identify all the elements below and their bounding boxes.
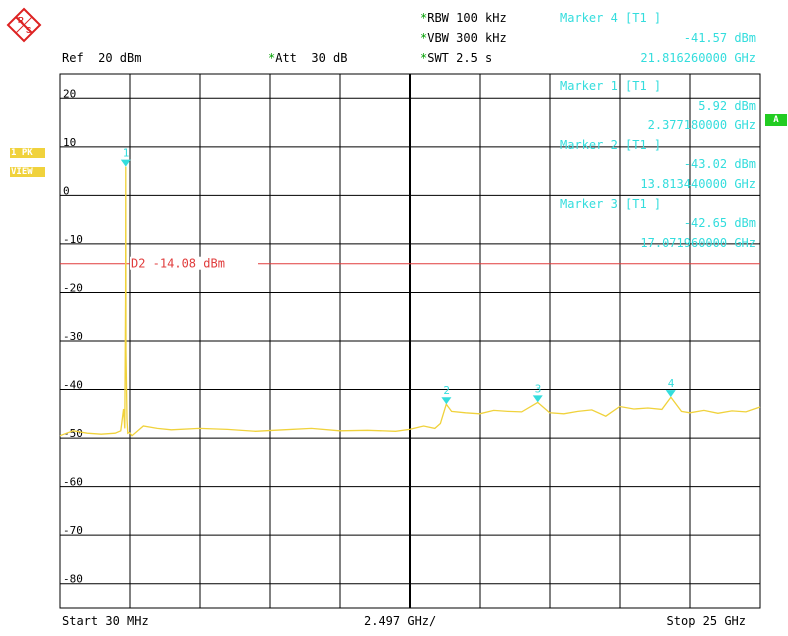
swt-text: SWT 2.5 s <box>427 51 493 65</box>
y-tick-label: 10 <box>63 136 76 149</box>
span-per-division: 2.497 GHz/ <box>364 614 437 628</box>
y-tick-label: -80 <box>63 573 83 586</box>
y-tick-label: 20 <box>63 87 76 100</box>
y-axis: 20 10 0 -10 -20 -30 -40 -50 -60 -70 -80 <box>63 87 83 585</box>
trace-a-badge: A <box>765 114 787 126</box>
marker-2-label: 2 <box>443 384 450 397</box>
trace-view-label: VIEW <box>10 167 45 177</box>
marker2-frequency: 13.813440000 GHz <box>640 177 756 191</box>
marker2-level: -43.02 dBm <box>683 157 756 171</box>
y-tick-label: -20 <box>63 281 83 294</box>
marker3-frequency: 17.071960000 GHz <box>640 236 756 250</box>
rs-logo-icon: R S <box>6 7 42 43</box>
grid <box>60 74 760 608</box>
rbw-setting: *RBW 100 kHz <box>420 11 507 25</box>
trace-mode-label: 1 PK <box>10 148 45 158</box>
marker3-level: -42.65 dBm <box>683 216 756 230</box>
swt-setting: *SWT 2.5 s <box>420 51 493 65</box>
marker1-level: 5.92 dBm <box>698 99 756 113</box>
marker-4-label: 4 <box>668 377 675 390</box>
attenuation-setting: *Att 30 dB <box>268 51 348 65</box>
marker1-title: Marker 1 [T1 ] <box>560 79 662 93</box>
marker-3-triangle <box>532 395 543 403</box>
marker-3-label: 3 <box>535 382 542 395</box>
display-line-label: D2 -14.08 dBm <box>131 257 225 271</box>
y-tick-label: -40 <box>63 379 83 392</box>
marker4-title: Marker 4 [T1 ] <box>560 11 662 25</box>
marker-2-triangle <box>441 397 452 405</box>
svg-text:R: R <box>18 16 24 25</box>
marker-1-triangle <box>120 159 131 167</box>
y-tick-label: -30 <box>63 330 83 343</box>
marker1-frequency: 2.377180000 GHz <box>647 118 756 132</box>
y-tick-label: -10 <box>63 233 83 246</box>
marker3-title: Marker 3 [T1 ] <box>560 197 662 211</box>
y-tick-label: 0 <box>63 184 70 197</box>
vbw-setting: *VBW 300 kHz <box>420 31 507 45</box>
display-line-group: D2 -14.08 dBm <box>60 256 760 271</box>
vbw-text: VBW 300 kHz <box>427 31 507 45</box>
marker2-title: Marker 2 [T1 ] <box>560 138 662 152</box>
display-line-label-bg <box>130 256 258 270</box>
marker4-frequency: 21.816260000 GHz <box>640 51 756 65</box>
start-frequency: Start 30 MHz <box>62 614 149 628</box>
marker4-level: -41.57 dBm <box>683 31 756 45</box>
ref-level: Ref 20 dBm <box>62 51 142 65</box>
y-tick-label: -70 <box>63 524 83 537</box>
y-tick-label: -60 <box>63 476 83 489</box>
svg-text:S: S <box>26 26 32 35</box>
att-text: Att 30 dB <box>275 51 348 65</box>
marker-1-label: 1 <box>123 147 130 160</box>
marker-4-triangle <box>665 390 676 398</box>
stop-frequency: Stop 25 GHz <box>666 614 746 628</box>
marker-group: 1 2 3 4 <box>120 147 676 405</box>
y-tick-label: -50 <box>63 427 83 440</box>
rbw-text: RBW 100 kHz <box>427 11 507 25</box>
